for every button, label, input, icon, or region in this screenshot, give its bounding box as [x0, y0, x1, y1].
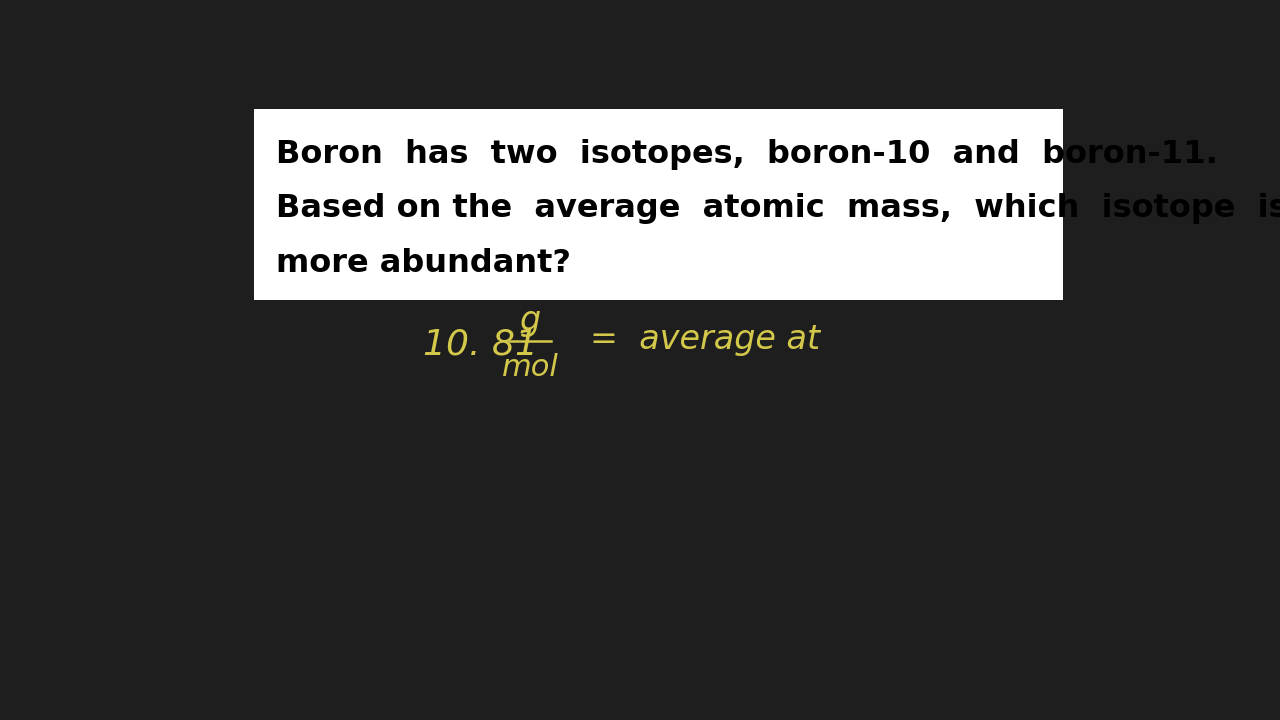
Text: g: g	[520, 305, 540, 338]
Text: more abundant?: more abundant?	[276, 248, 571, 279]
Text: Based on the  average  atomic  mass,  which  isotope  is: Based on the average atomic mass, which …	[276, 194, 1280, 225]
FancyBboxPatch shape	[255, 109, 1062, 300]
Text: 10. 81: 10. 81	[422, 327, 538, 361]
Text: mol: mol	[502, 353, 558, 382]
Text: =  average at: = average at	[590, 323, 819, 356]
Text: Boron  has  two  isotopes,  boron-10  and  boron-11.: Boron has two isotopes, boron-10 and bor…	[276, 139, 1217, 170]
